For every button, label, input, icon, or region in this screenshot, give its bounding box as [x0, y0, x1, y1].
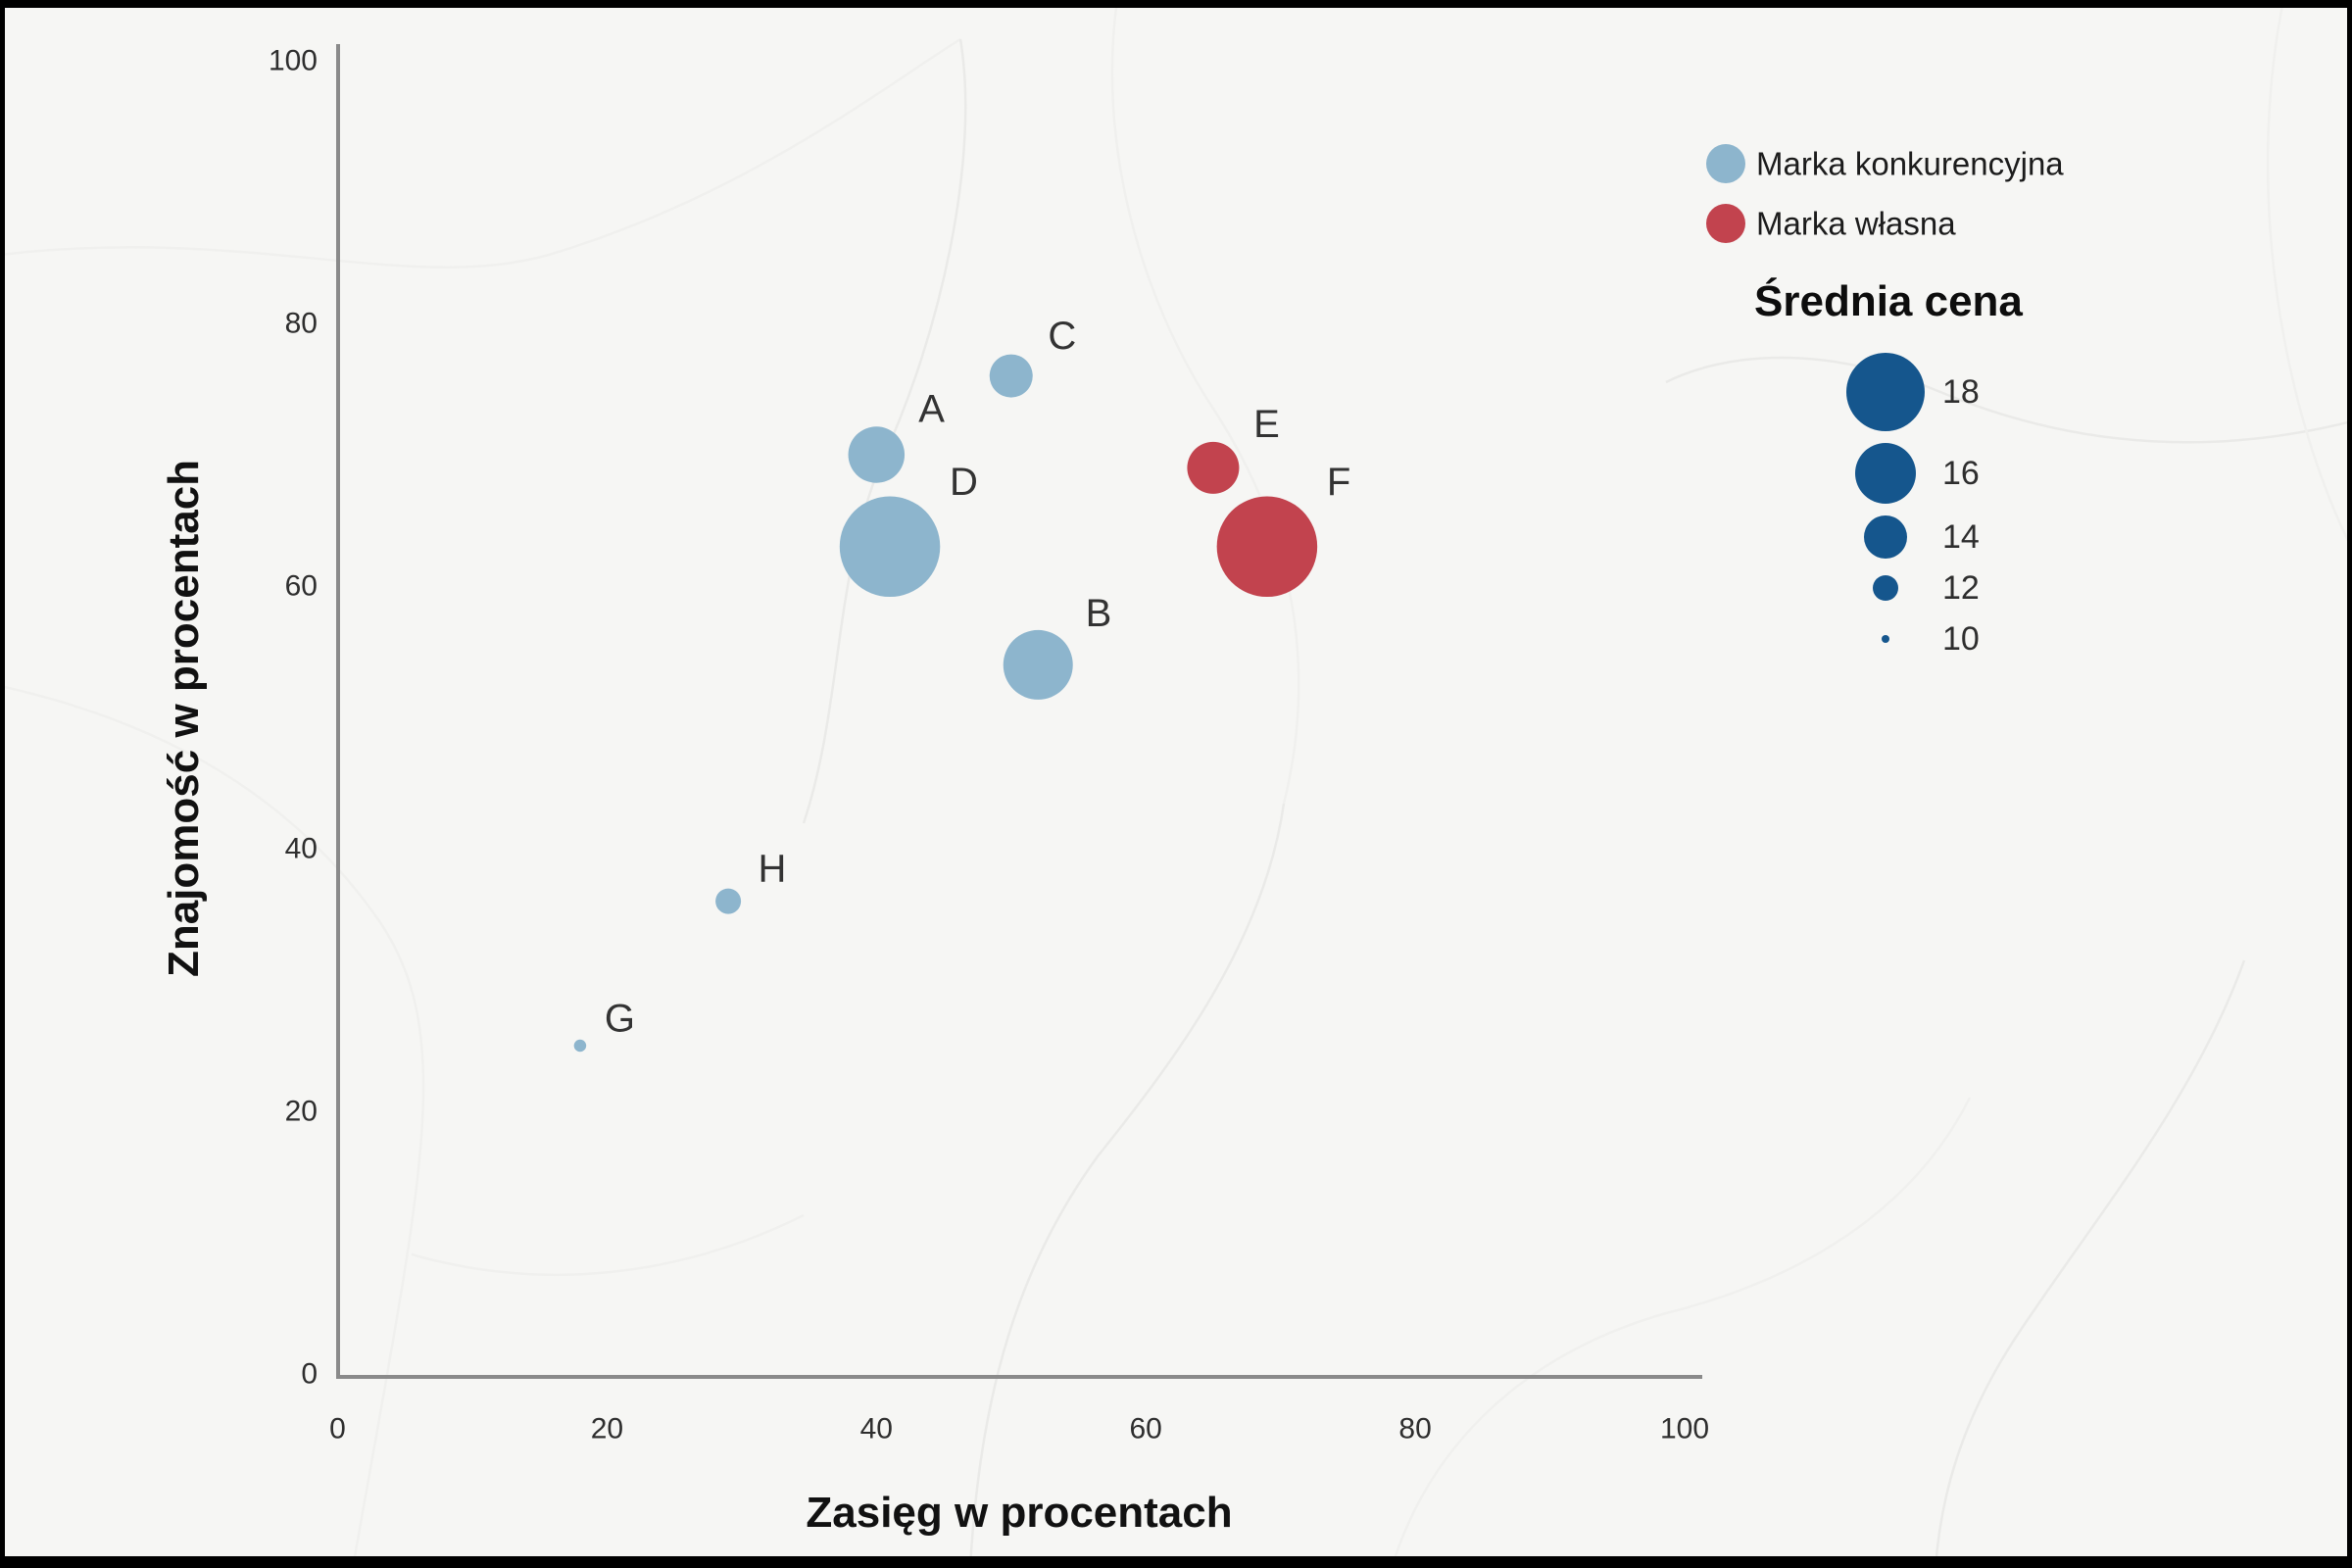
- size-legend-circle-12: [1873, 575, 1898, 601]
- bubble-F: [1216, 496, 1318, 598]
- x-tick-labels: 0 20 40 60 80 100: [329, 1413, 1709, 1446]
- size-legend-circle-10: [1882, 635, 1889, 643]
- size-legend-circle-18: [1846, 353, 1925, 431]
- size-legend: Średnia cena 18 16 14 12 10: [1754, 276, 2023, 658]
- bubble-label-E: E: [1253, 403, 1280, 446]
- size-legend-title: Średnia cena: [1754, 276, 2023, 325]
- size-legend-items: 18 16 14 12 10: [1846, 353, 1980, 658]
- bubble-label-H: H: [759, 848, 787, 891]
- legend-label-marka-konkurencyjna: Marka konkurencyjna: [1756, 146, 2064, 182]
- size-legend-value-10: 10: [1942, 620, 1980, 658]
- bubble-E: [1187, 441, 1240, 494]
- x-tick-label-0: 0: [329, 1413, 346, 1446]
- bubble-series: D F B A E C H G: [573, 315, 1350, 1053]
- bubble-label-A: A: [918, 388, 945, 431]
- bubble-H: [715, 888, 742, 914]
- x-axis-title: Zasięg w procentach: [806, 1489, 1232, 1537]
- bubble-label-B: B: [1086, 592, 1112, 635]
- bubble-A: [848, 426, 906, 483]
- y-tick-label-0: 0: [301, 1358, 318, 1391]
- legend-swatch-marka-konkurencyjna: [1706, 144, 1745, 183]
- size-legend-value-12: 12: [1942, 569, 1980, 607]
- bubble-label-C: C: [1048, 315, 1076, 358]
- legend-label-marka-wlasna: Marka własna: [1756, 206, 1956, 242]
- legend-swatch-marka-wlasna: [1706, 204, 1745, 243]
- category-legend: Marka konkurencyjna Marka własna: [1706, 144, 2064, 243]
- y-tick-label-100: 100: [269, 45, 318, 77]
- size-legend-circle-16: [1855, 443, 1916, 504]
- y-tick-label-80: 80: [285, 308, 318, 340]
- size-legend-circle-14: [1864, 515, 1907, 559]
- axes: [336, 44, 1702, 1379]
- x-tick-label-80: 80: [1398, 1413, 1431, 1446]
- y-tick-labels: 0 20 40 60 80 100: [269, 45, 318, 1391]
- x-tick-label-100: 100: [1660, 1413, 1709, 1446]
- x-tick-label-20: 20: [591, 1413, 623, 1446]
- bubble-label-G: G: [605, 998, 635, 1041]
- bubble-C: [989, 354, 1033, 398]
- x-tick-label-60: 60: [1130, 1413, 1162, 1446]
- bubble-label-F: F: [1327, 461, 1350, 504]
- bubble-label-D: D: [950, 461, 978, 504]
- bubble-G: [573, 1039, 587, 1053]
- y-axis-title: Znajomość w procentach: [160, 460, 208, 977]
- y-tick-label-40: 40: [285, 833, 318, 865]
- axis-lines: [336, 44, 1702, 1379]
- y-tick-label-60: 60: [285, 570, 318, 603]
- size-legend-value-14: 14: [1942, 518, 1980, 556]
- x-tick-label-40: 40: [860, 1413, 893, 1446]
- size-legend-value-18: 18: [1942, 373, 1980, 411]
- size-legend-value-16: 16: [1942, 455, 1980, 492]
- bubble-D: [839, 496, 941, 598]
- bubble-B: [1003, 629, 1073, 700]
- y-tick-label-20: 20: [285, 1096, 318, 1128]
